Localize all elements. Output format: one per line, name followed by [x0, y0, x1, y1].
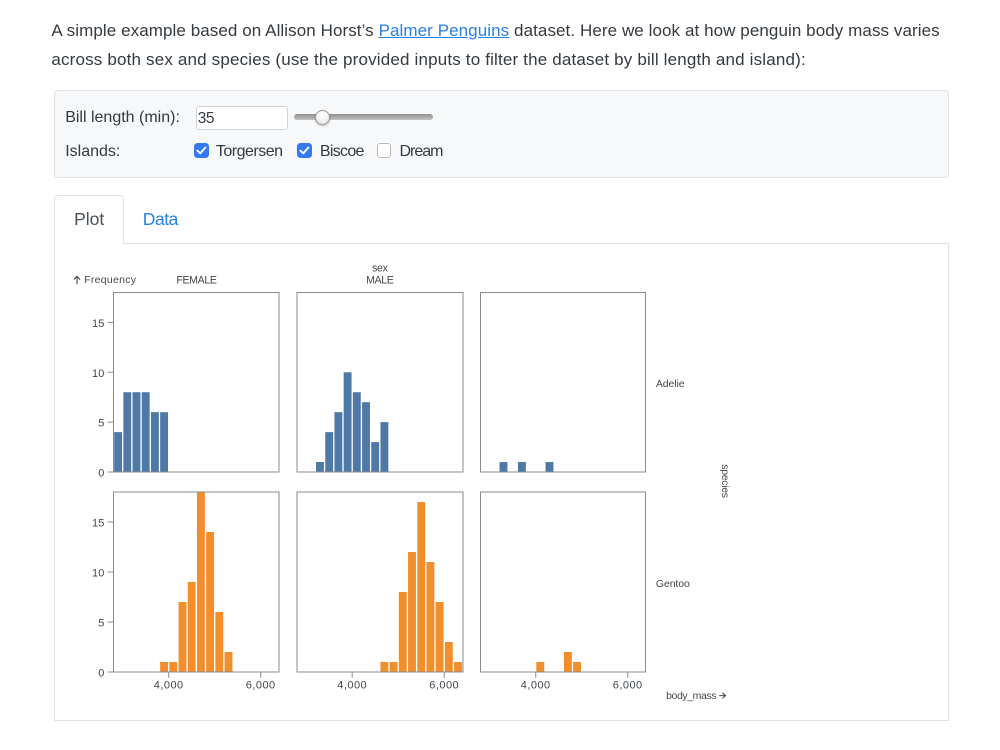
svg-text:10: 10 [92, 568, 105, 580]
svg-text:5: 5 [98, 618, 104, 630]
svg-text:6,000: 6,000 [613, 679, 643, 691]
svg-text:body_mass: body_mass [666, 690, 716, 702]
svg-text:Gentoo: Gentoo [656, 578, 690, 590]
svg-text:6,000: 6,000 [246, 679, 276, 691]
svg-text:0: 0 [98, 468, 104, 480]
svg-text:species: species [719, 464, 731, 498]
svg-text:0: 0 [98, 668, 104, 680]
svg-text:4,000: 4,000 [521, 679, 551, 691]
svg-text:sex: sex [372, 263, 388, 275]
svg-text:Frequency: Frequency [84, 274, 137, 286]
svg-text:5: 5 [98, 418, 104, 430]
svg-text:MALE: MALE [366, 274, 394, 286]
svg-text:15: 15 [92, 318, 105, 330]
svg-text:6,000: 6,000 [429, 679, 459, 691]
svg-text:15: 15 [92, 518, 105, 530]
svg-text:10: 10 [92, 368, 105, 380]
svg-text:4,000: 4,000 [337, 679, 367, 691]
svg-text:Adelie: Adelie [656, 378, 685, 390]
svg-text:4,000: 4,000 [154, 679, 184, 691]
svg-text:FEMALE: FEMALE [176, 274, 217, 286]
